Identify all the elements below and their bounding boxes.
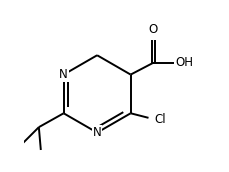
Text: OH: OH [174, 56, 192, 69]
Text: O: O [148, 23, 157, 36]
Text: N: N [92, 126, 101, 139]
Text: N: N [59, 68, 68, 81]
Text: Cl: Cl [154, 113, 165, 126]
